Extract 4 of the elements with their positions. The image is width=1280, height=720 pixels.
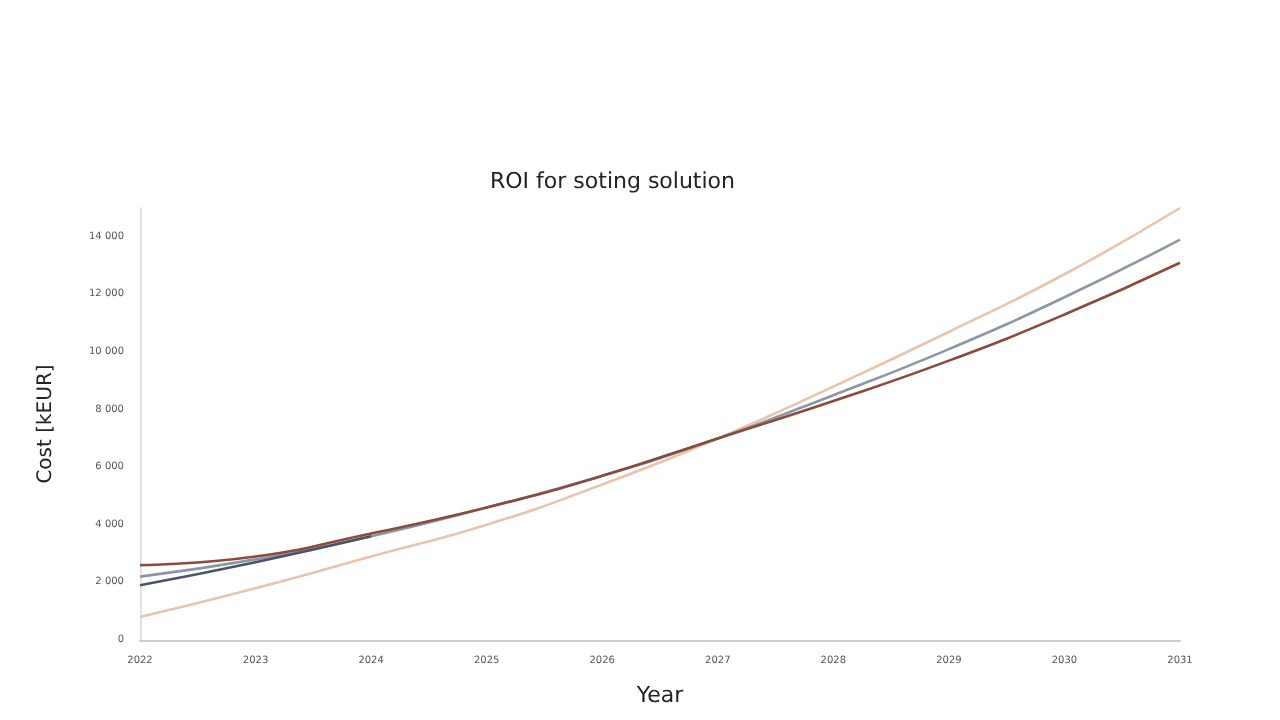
x-axis-title: Year — [634, 682, 685, 708]
chart-title: ROI for soting solution — [490, 168, 736, 194]
line-series — [138, 206, 1182, 619]
y-axis-title: Cost [kEUR] — [35, 364, 57, 484]
